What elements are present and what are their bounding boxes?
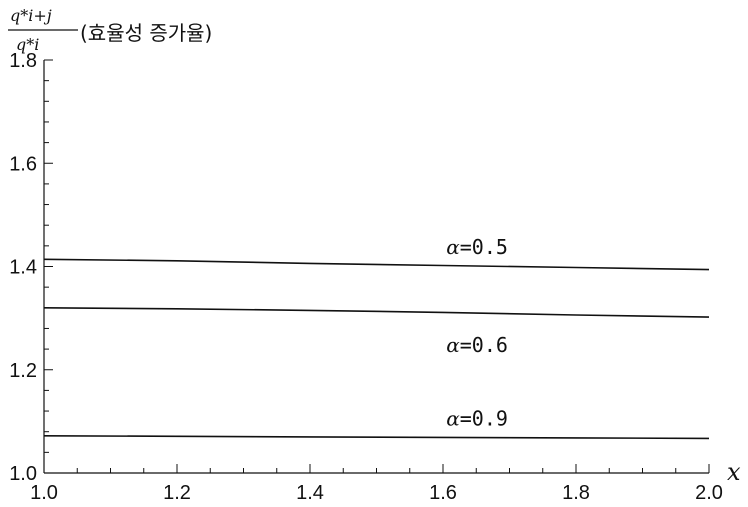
y-axis-label-denominator: q*i	[16, 35, 39, 54]
ticks	[43, 59, 710, 474]
series-label-3: α=0.9	[446, 407, 508, 431]
x-tick-label: 1.8	[562, 482, 590, 504]
tick-labels: 1.0 1.2 1.4 1.6 1.8 1.0 1.2 1.4 1.6 1.8 2.0	[9, 50, 723, 504]
x-tick-label: 1.2	[163, 482, 191, 504]
series-line-1	[43, 258, 710, 271]
series-lines	[43, 258, 710, 440]
y-tick-label: 1.4	[9, 257, 37, 279]
y-tick-label: 1.0	[9, 463, 37, 485]
x-axis-label: x	[727, 458, 741, 486]
y-axis-label-numerator: q*i+j	[10, 6, 52, 25]
series-line-2	[43, 307, 710, 318]
y-tick-label: 1.6	[9, 153, 37, 175]
series-annotations: α=0.5 α=0.6 α=0.9	[446, 235, 508, 431]
x-tick-label: 1.6	[429, 482, 457, 504]
x-tick-label: 1.4	[296, 482, 324, 504]
x-tick-label: 1.0	[30, 482, 58, 504]
y-tick-label: 1.8	[9, 50, 37, 72]
x-tick-label: 2.0	[695, 482, 723, 504]
y-axis-label: q*i+j q*i (효율성 증가율)	[8, 6, 212, 54]
series-label-2: α=0.6	[446, 333, 508, 357]
y-axis-label-text: (효율성 증가율)	[80, 21, 212, 45]
y-tick-label: 1.2	[9, 360, 37, 382]
series-label-1: α=0.5	[446, 235, 508, 259]
series-line-3	[43, 435, 710, 440]
